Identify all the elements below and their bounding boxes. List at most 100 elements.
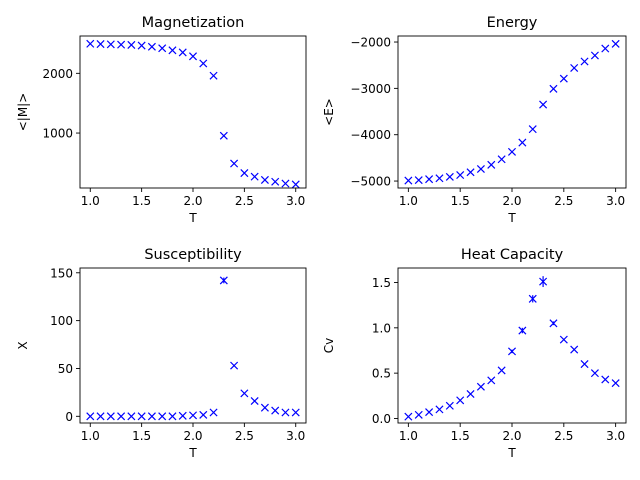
data-point-marker [559, 335, 568, 344]
data-point-marker [435, 405, 444, 414]
data-point-marker [528, 125, 537, 134]
data-point-marker [518, 326, 527, 335]
data-point-marker [240, 169, 249, 178]
data-point-marker [611, 39, 620, 48]
data-point-marker [219, 131, 228, 140]
data-point-marker [96, 412, 105, 421]
data-point-marker [230, 361, 239, 370]
data-point-marker [539, 100, 548, 109]
x-tick-label: 1.5 [132, 429, 151, 443]
data-point-marker [570, 345, 579, 354]
x-tick-label: 3.0 [606, 429, 625, 443]
data-point-marker [209, 71, 218, 80]
data-point-marker [158, 412, 167, 421]
x-axis-label: T [188, 446, 197, 460]
data-point-marker [435, 174, 444, 183]
data-point-marker [445, 172, 454, 181]
data-point-marker [230, 159, 239, 168]
x-tick-label: 2.0 [502, 429, 521, 443]
x-tick-label: 3.0 [286, 429, 305, 443]
x-tick-label: 1.0 [399, 194, 418, 208]
data-point-marker [456, 396, 465, 405]
panel-magnetization: Magnetization 1.0 1.5 2.0 2.5 3.0 1000 2000 T <|M… [16, 15, 307, 225]
data-point-marker [414, 176, 423, 185]
data-point-marker [188, 411, 198, 420]
data-point-marker [476, 382, 485, 391]
panel-susceptibility: Susceptibility 1.0 1.5 2.0 2.5 3.0 0 50 100 150 T X [16, 247, 307, 460]
data-point-marker [291, 180, 300, 189]
data-point-marker [147, 42, 156, 51]
y-tick-label: −2000 [350, 36, 391, 50]
data-point-marker [271, 406, 280, 415]
data-point-marker [456, 170, 465, 180]
data-point-marker [219, 276, 228, 285]
y-tick-label: 0.0 [372, 412, 391, 426]
y-axis-label: <|M|> [16, 93, 30, 132]
x-tick-label: 1.5 [132, 194, 151, 208]
data-point-marker [137, 412, 146, 421]
data-point-marker [570, 63, 579, 72]
data-point-marker [507, 147, 517, 156]
data-point-marker [404, 412, 413, 421]
y-tick-label: 1.0 [372, 321, 391, 335]
y-tick-label: 1000 [42, 127, 73, 141]
data-point-marker [580, 360, 589, 369]
panel-heat-capacity: Heat Capacity 1.0 1.5 2.0 2.5 3.0 0.0 0.5 1.0 1.5… [322, 247, 627, 460]
data-point-marker [281, 179, 290, 188]
data-point-marker [445, 401, 454, 410]
panel-energy: Energy 1.0 1.5 2.0 2.5 3.0 −5000 −4000 −3000 −200… [322, 15, 627, 225]
y-axis-label: <E> [322, 98, 336, 126]
x-axis-label: T [507, 446, 516, 460]
y-tick-label: 0.5 [372, 367, 391, 381]
data-point-marker [601, 375, 610, 384]
data-point-marker [86, 39, 95, 48]
data-point-marker [117, 412, 126, 421]
y-tick-label: −3000 [350, 82, 391, 96]
y-tick-label: 2000 [42, 67, 73, 81]
data-point-marker [199, 59, 208, 68]
data-point-marker [425, 175, 434, 184]
data-point-marker [96, 40, 105, 49]
y-tick-label: −5000 [350, 175, 391, 189]
data-point-marker [404, 176, 413, 185]
data-point-marker [240, 389, 249, 398]
data-point-marker [158, 44, 167, 53]
x-tick-label: 1.5 [451, 429, 470, 443]
y-axis-label: X [16, 341, 30, 349]
data-point-marker [476, 164, 485, 174]
data-point-marker [209, 408, 218, 417]
plot-area-frame [79, 267, 307, 424]
chart-title: Energy [487, 15, 538, 31]
data-point-marker [188, 52, 198, 61]
data-point-marker [425, 408, 434, 417]
data-point-marker [497, 366, 506, 375]
data-point-marker [168, 46, 177, 55]
x-tick-label: 3.0 [606, 194, 625, 208]
plot-area-frame [397, 35, 627, 189]
data-point-marker [507, 347, 517, 356]
x-tick-label: 2.0 [502, 194, 521, 208]
data-point-marker [106, 40, 115, 49]
data-point-marker [549, 319, 558, 328]
x-axis-label: T [188, 211, 197, 225]
data-point-marker [127, 412, 136, 421]
data-point-marker [147, 412, 156, 421]
data-point-marker [271, 177, 280, 186]
y-tick-label: −4000 [350, 128, 391, 142]
x-tick-label: 1.0 [81, 194, 100, 208]
data-point-marker [487, 376, 496, 385]
data-point-marker [487, 160, 496, 169]
y-axis-label: Cv [322, 338, 336, 353]
x-tick-label: 2.5 [235, 194, 254, 208]
data-point-marker [580, 57, 589, 66]
data-point-marker [250, 172, 259, 181]
chart-title: Susceptibility [144, 247, 242, 263]
data-point-marker [168, 412, 177, 421]
data-point-marker [549, 84, 558, 93]
data-point-marker [86, 412, 95, 421]
x-tick-label: 1.0 [81, 429, 100, 443]
data-point-marker [260, 403, 269, 412]
data-point-marker [127, 40, 136, 49]
chart-title: Heat Capacity [461, 247, 564, 263]
